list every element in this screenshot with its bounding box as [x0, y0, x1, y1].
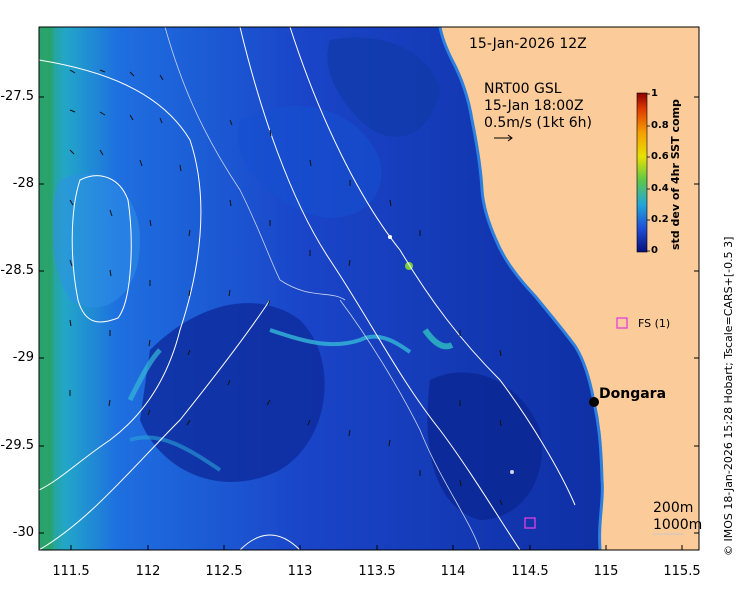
sst-filament — [129, 435, 222, 472]
y-tick-label: -30 — [12, 525, 34, 540]
x-tick-label: 115.5 — [663, 564, 701, 579]
bathymetry-contour — [339, 299, 481, 550]
dark-water-patch — [327, 37, 440, 137]
y-tick-label: -29 — [12, 350, 34, 365]
map-timestamp: 15-Jan-2026 12Z — [469, 36, 587, 52]
land-mass — [440, 27, 699, 550]
bathymetry-contour — [39, 59, 202, 491]
coastline — [438, 27, 604, 550]
x-tick-label: 114 — [440, 564, 466, 579]
bathymetry-contour — [239, 27, 521, 550]
sample-point — [510, 470, 514, 474]
sst-filament — [422, 328, 454, 350]
western-edge-strip — [39, 27, 53, 550]
place-label-dongara: Dongara — [599, 386, 667, 402]
dark-water-patch — [140, 303, 325, 482]
credit-text: © IMOS 18-Jan-2026 15:28 Hobart; Tscale=… — [722, 236, 735, 556]
station-marker — [524, 517, 536, 529]
x-tick-label: 113 — [287, 564, 313, 579]
colorbar-tick-label: 1 — [651, 88, 658, 99]
y-tick-label: -28.5 — [0, 263, 34, 278]
colorbar-tick-label: 0 — [651, 245, 658, 256]
x-tick-label: 115 — [593, 564, 619, 579]
colorbar-title: std dev of 4hr SST comp — [669, 99, 682, 250]
x-tick-label: 112.5 — [205, 564, 243, 579]
current-vectors — [69, 69, 503, 506]
y-tick-label: -27.5 — [0, 89, 34, 104]
sst-filament — [269, 328, 412, 354]
bathymetry-contour — [71, 175, 132, 323]
plot-frame — [38, 26, 700, 551]
x-tick-label: 112 — [135, 564, 161, 579]
colorbar-tick-label: 0.2 — [651, 214, 669, 225]
x-tick-label: 113.5 — [358, 564, 396, 579]
y-ticks — [39, 96, 699, 534]
colorbar-tick-label: 0.4 — [651, 183, 669, 194]
y-tick-label: -28 — [12, 176, 34, 191]
current-scale-arrow — [494, 134, 513, 142]
colorbar-tick-label: 0.8 — [651, 120, 669, 131]
sst-filament — [127, 348, 162, 402]
current-time-label: 15-Jan 18:00Z — [484, 98, 584, 114]
current-model-label: NRT00 GSL — [484, 81, 562, 97]
contour-label-200m: 200m — [653, 500, 694, 516]
fs-station-marker — [616, 317, 628, 329]
x-ticks — [70, 545, 683, 550]
colorbar-tick-label: 0.6 — [651, 151, 669, 162]
sample-point — [388, 235, 392, 239]
colorbar — [636, 92, 648, 253]
dongara-marker — [589, 397, 599, 407]
fs-station-label: FS (1) — [638, 317, 671, 330]
dark-water-patch — [238, 105, 382, 218]
bathymetry-contour — [164, 27, 346, 301]
bathymetry-contour — [289, 27, 576, 506]
x-tick-label: 114.5 — [511, 564, 549, 579]
y-tick-label: -29.5 — [0, 438, 34, 453]
bathymetry-contour — [239, 534, 301, 550]
colorbar-ticks — [647, 93, 650, 252]
bathymetry-contour — [39, 299, 271, 550]
contour-label-1000m: 1000m — [653, 517, 703, 533]
light-water-patch — [51, 173, 140, 308]
dark-water-patch — [427, 372, 542, 520]
x-tick-label: 111.5 — [52, 564, 90, 579]
current-scale-label: 0.5m/s (1kt 6h) — [484, 115, 593, 131]
